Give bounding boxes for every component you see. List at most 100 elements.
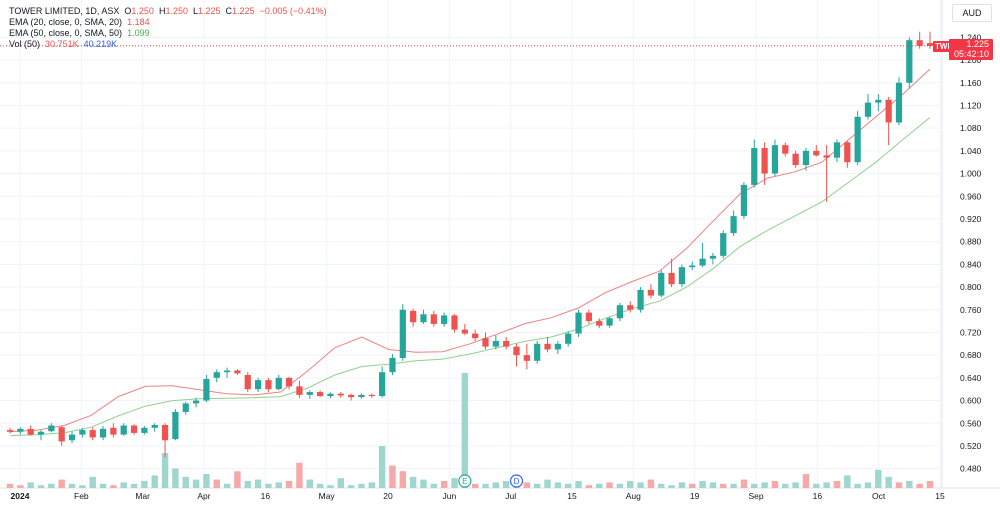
candle-body — [720, 233, 727, 256]
time-tick-label: 15 — [935, 491, 945, 501]
legend-ohlc-row: TOWER LIMITED, 1D, ASX O1.250 H1.250 L1.… — [9, 6, 327, 17]
volume-bar — [337, 478, 345, 488]
legend-volume-row[interactable]: Vol (50) 30.751K 40.219K — [9, 39, 327, 50]
candle — [782, 142, 789, 157]
volume-bar — [730, 483, 737, 488]
earnings-marker[interactable]: E — [458, 474, 472, 488]
candle-body — [575, 312, 582, 334]
time-axis[interactable]: 2024 Feb Mar Apr 16 May 20 Jun Jul 15 Aug 19 Sep 16 Oc… — [11, 491, 945, 501]
candle — [585, 309, 592, 324]
candle — [368, 393, 375, 398]
bar-countdown: 05:42:10 — [953, 48, 989, 59]
candle — [234, 369, 241, 376]
candle — [265, 377, 272, 393]
price-tick-label: 0.520 — [960, 441, 982, 451]
candle — [771, 139, 779, 177]
volume-value: 30.751K — [45, 39, 79, 49]
volume-bar — [213, 479, 220, 488]
volume-bar — [17, 485, 24, 488]
candle-body — [89, 430, 96, 438]
candle-body — [554, 343, 561, 350]
ema50-value: 1.099 — [127, 28, 150, 38]
time-tick-label: Sep — [748, 491, 763, 501]
volume-bar — [709, 482, 717, 488]
volume-bar — [792, 482, 799, 488]
candle — [203, 375, 210, 403]
candle — [534, 340, 541, 364]
candle — [420, 309, 427, 324]
candle — [254, 377, 262, 393]
dividend-icon — [509, 474, 524, 488]
candle-body — [430, 314, 437, 324]
candle — [79, 427, 86, 438]
candle — [678, 264, 686, 288]
candle-body — [27, 428, 34, 435]
candle — [389, 354, 396, 376]
legend-ema50-row[interactable]: EMA (50, close, 0, SMA, 50) 1.099 — [9, 28, 327, 39]
price-tick-label: 0.880 — [960, 237, 982, 247]
candle-body — [348, 394, 355, 398]
candle — [348, 393, 355, 401]
candle — [17, 427, 24, 435]
candle — [192, 397, 200, 408]
time-tick-label: Apr — [197, 491, 210, 501]
candle-body — [658, 272, 665, 296]
candle — [182, 401, 189, 415]
price-axis[interactable]: 1.240 1.200 1.160 1.120 1.080 1.040 1.000 0.960… — [960, 32, 982, 473]
volume-ma-value: 40.219K — [83, 39, 118, 49]
volume-bar — [172, 468, 179, 488]
volume-bar — [48, 483, 55, 488]
volume-bar — [492, 482, 500, 488]
candle-body — [503, 340, 510, 347]
dividend-marker[interactable]: D — [509, 474, 524, 488]
currency-button[interactable]: AUD — [952, 4, 992, 22]
price-tick-label: 0.760 — [960, 305, 982, 315]
candle — [761, 142, 768, 185]
volume-spike-bar — [461, 373, 469, 488]
time-tick-label: May — [319, 491, 336, 501]
candle — [223, 367, 231, 378]
candle — [637, 287, 644, 313]
time-tick-label: 16 — [261, 491, 271, 501]
price-tick-label: 1.200 — [960, 55, 982, 65]
candle — [792, 150, 799, 168]
ema20-path — [9, 68, 931, 433]
candle-body — [172, 411, 179, 440]
candle — [503, 336, 510, 350]
candle-body — [761, 148, 768, 174]
candle — [482, 332, 489, 350]
candle-body — [709, 255, 717, 259]
candle — [730, 210, 737, 236]
volume-bar — [254, 479, 262, 488]
candle — [606, 316, 613, 328]
volume-bar — [647, 479, 655, 488]
candle — [120, 423, 127, 436]
symbol-title[interactable]: TOWER LIMITED, 1D, ASX — [9, 6, 120, 16]
volume-bar — [6, 483, 14, 488]
candle-body — [647, 289, 655, 296]
volume-bar — [399, 471, 407, 488]
candle-body — [813, 150, 820, 156]
time-tick-label: Oct — [872, 491, 886, 501]
volume-bars — [6, 373, 934, 488]
volume-bar — [275, 482, 282, 488]
candle-body — [782, 145, 789, 154]
volume-bar — [564, 483, 572, 488]
high-label: H — [158, 6, 166, 16]
legend-ema20-row[interactable]: EMA (20, close, 0, SMA, 20) 1.184 — [9, 17, 327, 28]
candle-body — [616, 305, 624, 319]
candle-body — [213, 372, 220, 378]
candle-body — [523, 355, 530, 361]
price-tick-label: 1.040 — [960, 146, 982, 156]
candle — [6, 427, 14, 434]
volume-bar — [637, 482, 644, 488]
low-value: 1.225 — [198, 6, 221, 16]
candle-body — [596, 321, 603, 326]
candle-body — [275, 377, 282, 390]
time-tick-label: 20 — [383, 491, 393, 501]
candle-body — [17, 428, 24, 432]
price-tick-label: 0.640 — [960, 373, 982, 383]
candle-body — [751, 148, 758, 185]
candle — [68, 431, 76, 444]
